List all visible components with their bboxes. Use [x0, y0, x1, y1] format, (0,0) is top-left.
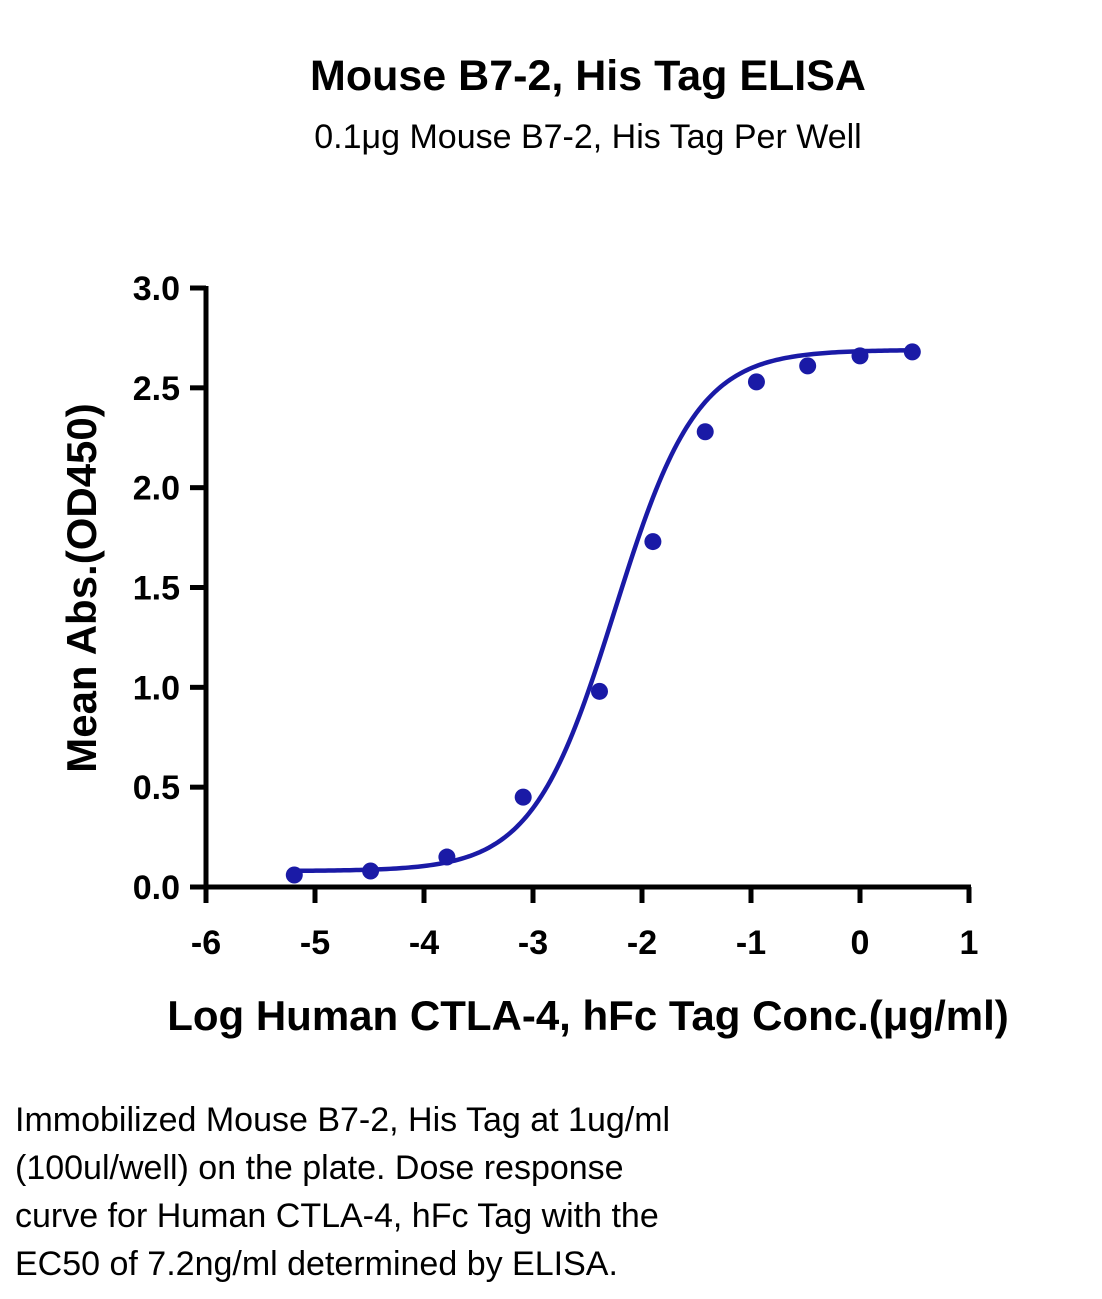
- y-tick-label: 2.5: [133, 370, 180, 408]
- x-tick-label: -3: [518, 924, 548, 962]
- axes: -6 -5 -4 -3 -2 -1 0 1 0.0 0.5 1.0 1.5 2.0 2.5 3.0: [133, 270, 979, 962]
- caption-line: curve for Human CTLA-4, hFc Tag with the: [15, 1197, 659, 1235]
- y-tick-label: 0.0: [133, 869, 180, 907]
- fit-curve: [294, 348, 913, 874]
- x-tick-label: 0: [851, 924, 870, 962]
- chart-title: Mouse B7-2, His Tag ELISA: [310, 52, 866, 100]
- y-axis-label: Mean Abs.(OD450): [58, 403, 105, 773]
- points-layer: [285, 343, 921, 884]
- x-tick-label: 1: [960, 924, 979, 962]
- data-point: [285, 866, 303, 884]
- y-tick-label: 2.0: [133, 470, 180, 508]
- data-point: [799, 357, 817, 375]
- x-tick-label: -1: [736, 924, 766, 962]
- y-tick-label: 1.5: [133, 570, 180, 608]
- data-point: [514, 788, 532, 806]
- fit-layer: [294, 348, 913, 874]
- data-point: [644, 533, 662, 551]
- data-point: [696, 423, 714, 441]
- data-point: [438, 848, 456, 866]
- chart-subtitle: 0.1μg Mouse B7-2, His Tag Per Well: [314, 118, 862, 156]
- caption-line: Immobilized Mouse B7-2, His Tag at 1ug/m…: [15, 1101, 671, 1139]
- caption-line: (100ul/well) on the plate. Dose response: [15, 1149, 624, 1187]
- x-axis-label: Log Human CTLA-4, hFc Tag Conc.(μg/ml): [167, 992, 1009, 1039]
- data-point: [903, 343, 921, 361]
- data-point: [851, 347, 869, 365]
- y-tick-label: 1.0: [133, 669, 180, 707]
- x-tick-label: -6: [191, 924, 221, 962]
- caption-line: EC50 of 7.2ng/ml determined by ELISA.: [15, 1245, 618, 1283]
- elisa-chart: -6 -5 -4 -3 -2 -1 0 1 0.0 0.5 1.0 1.5 2.0 2.5 3.0 Log …: [58, 270, 1009, 1039]
- y-tick-label: 3.0: [133, 270, 180, 308]
- y-tick-label: 0.5: [133, 769, 180, 807]
- data-point: [362, 862, 380, 880]
- x-tick-label: -4: [409, 924, 439, 962]
- x-tick-label: -2: [627, 924, 657, 962]
- data-point: [590, 682, 608, 700]
- data-point: [747, 373, 765, 391]
- caption: Immobilized Mouse B7-2, His Tag at 1ug/m…: [15, 1096, 1085, 1288]
- x-tick-label: -5: [300, 924, 330, 962]
